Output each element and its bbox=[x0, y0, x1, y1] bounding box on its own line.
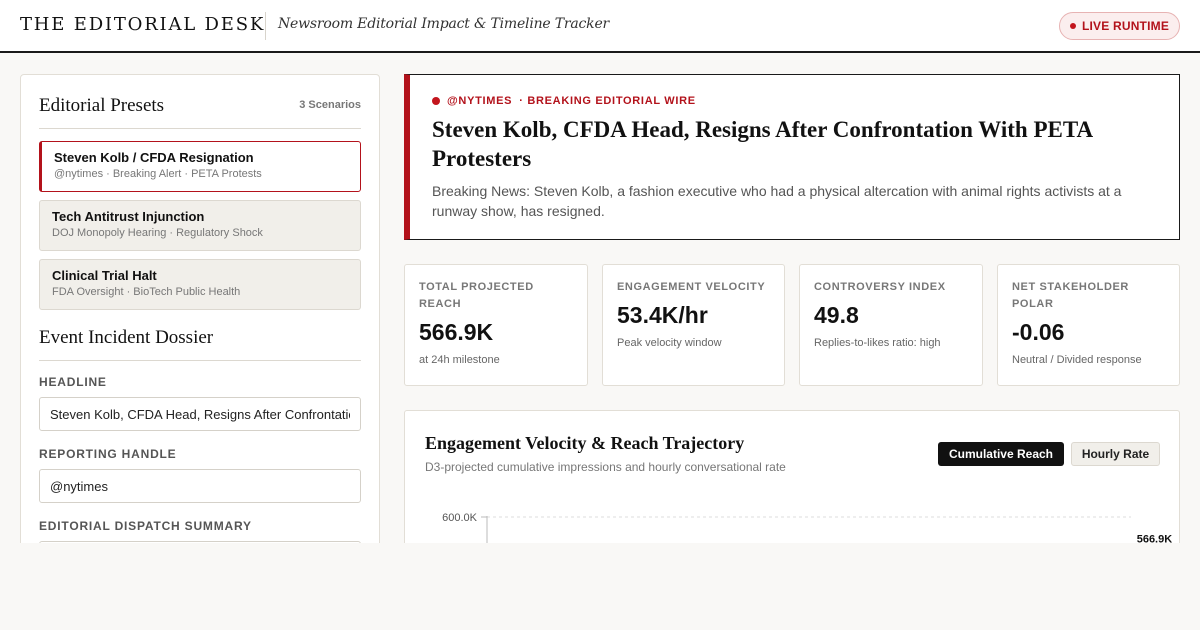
hero-wire-label: · BREAKING EDITORIAL WIRE bbox=[519, 95, 696, 107]
kpi-note: Replies-to-likes ratio: high bbox=[814, 337, 941, 349]
breaking-news-card: @NYTIMES · BREAKING EDITORIAL WIRE Steve… bbox=[404, 74, 1180, 240]
kpi-label: NET STAKEHOLDER POLAR bbox=[1012, 281, 1129, 310]
kpi-value: 49.8 bbox=[814, 302, 859, 328]
summary-label: EDITORIAL DISPATCH SUMMARY bbox=[39, 519, 252, 533]
hero-kicker: @NYTIMES · BREAKING EDITORIAL WIRE bbox=[432, 95, 696, 107]
presets-header: Editorial Presets 3 Scenarios bbox=[39, 95, 361, 129]
alert-dot-icon bbox=[432, 97, 440, 105]
live-dot-icon bbox=[1069, 23, 1076, 29]
handle-input[interactable] bbox=[39, 469, 361, 503]
chart-subtitle: D3-projected cumulative impressions and … bbox=[425, 460, 786, 474]
handle-label: REPORTING HANDLE bbox=[39, 447, 177, 461]
presets-sidebar: Editorial Presets 3 Scenarios Steven Kol… bbox=[20, 74, 380, 554]
kpi-value: 566.9K bbox=[419, 319, 494, 345]
kpi-engagement-velocity: ENGAGEMENT VELOCITY 53.4K/hr Peak veloci… bbox=[602, 264, 785, 386]
kpi-note: Peak velocity window bbox=[617, 337, 722, 349]
top-bar: THE EDITORIAL DESK Newsroom Editorial Im… bbox=[0, 0, 1200, 53]
preset-title: Steven Kolb / CFDA Resignation bbox=[54, 150, 254, 165]
scenario-count: 3 Scenarios bbox=[299, 99, 361, 111]
brand-logo: THE EDITORIAL DESK bbox=[20, 14, 266, 35]
preset-item-antitrust[interactable]: Tech Antitrust Injunction DOJ Monopoly H… bbox=[39, 200, 361, 251]
viewport-bottom bbox=[0, 543, 1200, 630]
hero-summary: Breaking News: Steven Kolb, a fashion ex… bbox=[432, 183, 1122, 219]
headline-input[interactable] bbox=[39, 397, 361, 431]
kpi-note: at 24h milestone bbox=[419, 354, 500, 366]
brand-divider bbox=[265, 12, 266, 40]
end-value-label: 566.9K bbox=[1137, 533, 1173, 545]
headline-label: HEADLINE bbox=[39, 375, 107, 389]
preset-subtitle: FDA Oversight · BioTech Public Health bbox=[52, 286, 241, 298]
y-tick-label: 600.0K bbox=[442, 512, 478, 524]
kpi-controversy-index: CONTROVERSY INDEX 49.8 Replies-to-likes … bbox=[799, 264, 983, 386]
dossier-title: Event Incident Dossier bbox=[39, 327, 361, 361]
kpi-stakeholder-polar: NET STAKEHOLDER POLAR -0.06 Neutral / Di… bbox=[997, 264, 1180, 386]
hero-handle: @NYTIMES bbox=[447, 95, 513, 107]
preset-item-clinical[interactable]: Clinical Trial Halt FDA Oversight · BioT… bbox=[39, 259, 361, 310]
preset-subtitle: DOJ Monopoly Hearing · Regulatory Shock bbox=[52, 227, 263, 239]
live-runtime-label: LIVE RUNTIME bbox=[1081, 19, 1170, 33]
chart-title: Engagement Velocity & Reach Trajectory bbox=[425, 433, 745, 453]
kpi-label: CONTROVERSY INDEX bbox=[814, 281, 946, 293]
preset-item-kolb[interactable]: Steven Kolb / CFDA Resignation @nytimes … bbox=[39, 141, 361, 192]
kpi-value: -0.06 bbox=[1012, 319, 1065, 345]
kpi-total-reach: TOTAL PROJECTED REACH 566.9K at 24h mile… bbox=[404, 264, 588, 386]
preset-title: Clinical Trial Halt bbox=[52, 268, 157, 283]
app-tagline: Newsroom Editorial Impact & Timeline Tra… bbox=[278, 16, 610, 32]
preset-subtitle: @nytimes · Breaking Alert · PETA Protest… bbox=[54, 168, 262, 180]
kpi-label: TOTAL PROJECTED REACH bbox=[419, 281, 534, 310]
live-runtime-badge[interactable]: LIVE RUNTIME bbox=[1059, 12, 1180, 40]
hero-headline: Steven Kolb, CFDA Head, Resigns After Co… bbox=[432, 117, 1092, 171]
cumulative-reach-toggle[interactable]: Cumulative Reach bbox=[938, 442, 1064, 466]
hourly-rate-toggle[interactable]: Hourly Rate bbox=[1071, 442, 1160, 466]
presets-title: Editorial Presets bbox=[39, 95, 165, 116]
kpi-label: ENGAGEMENT VELOCITY bbox=[617, 281, 766, 293]
preset-title: Tech Antitrust Injunction bbox=[52, 209, 205, 224]
kpi-value: 53.4K/hr bbox=[617, 302, 708, 328]
kpi-note: Neutral / Divided response bbox=[1012, 354, 1142, 366]
